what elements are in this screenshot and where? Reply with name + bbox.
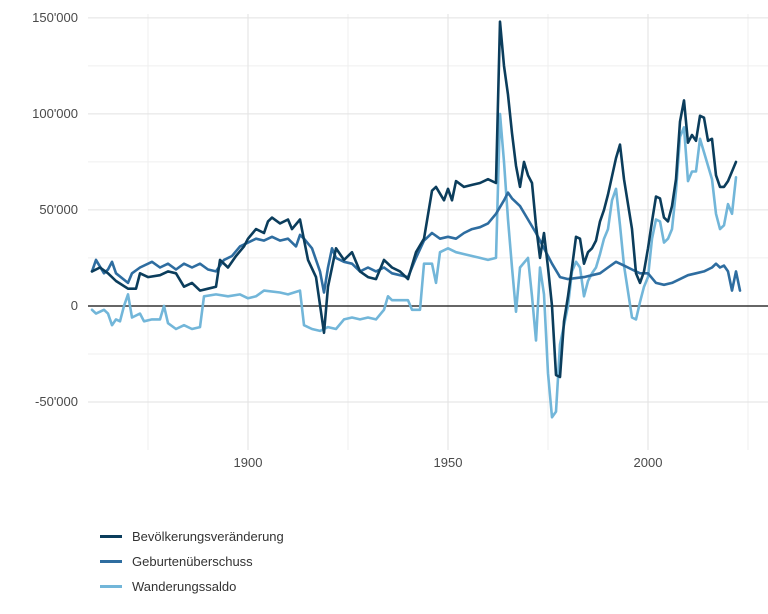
y-tick-label: -50'000: [35, 394, 78, 409]
major-gridlines: [88, 14, 768, 450]
y-tick-label: 0: [71, 298, 78, 313]
series-line-geburtenueberschuss: [90, 191, 742, 294]
legend-item-geburtenueberschuss: Geburtenüberschuss: [100, 549, 284, 574]
series-line-bevoelkerungsveraenderung: [90, 20, 738, 379]
x-tick-label: 1950: [434, 455, 463, 470]
x-axis-tick-labels: 1900 1950 2000: [234, 455, 663, 470]
series-line-wanderungssaldo: [90, 112, 738, 419]
legend-item-wanderungssaldo: Wanderungssaldo: [100, 574, 284, 599]
minor-gridlines: [88, 14, 768, 450]
y-tick-label: 50'000: [39, 202, 78, 217]
y-tick-label: 150'000: [32, 10, 78, 25]
series-lines: [90, 20, 742, 419]
legend-swatch-bevoelkerungsveraenderung: [100, 535, 122, 538]
legend-swatch-geburtenueberschuss: [100, 560, 122, 563]
legend-label-wanderungssaldo: Wanderungssaldo: [132, 579, 237, 594]
legend-item-bevoelkerungsveraenderung: Bevölkerungsveränderung: [100, 524, 284, 549]
legend-label-geburtenueberschuss: Geburtenüberschuss: [132, 554, 253, 569]
legend-label-bevoelkerungsveraenderung: Bevölkerungsveränderung: [132, 529, 284, 544]
y-axis-tick-labels: -50'000 0 50'000 100'000 150'000: [32, 10, 78, 409]
y-tick-label: 100'000: [32, 106, 78, 121]
legend-swatch-wanderungssaldo: [100, 585, 122, 588]
x-tick-label: 1900: [234, 455, 263, 470]
legend: Bevölkerungsveränderung Geburtenüberschu…: [100, 524, 284, 599]
x-tick-label: 2000: [634, 455, 663, 470]
